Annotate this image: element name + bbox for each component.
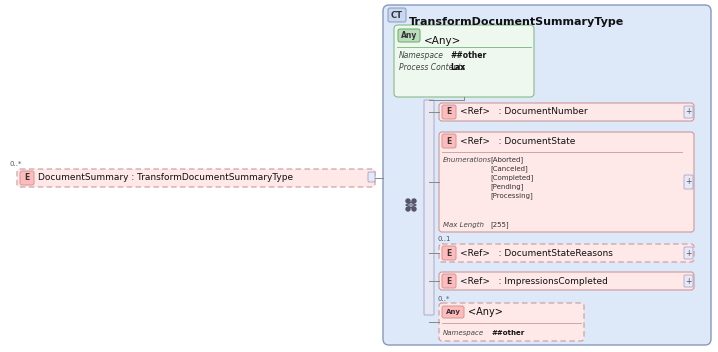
Circle shape — [412, 199, 416, 203]
Text: +: + — [685, 107, 691, 117]
Text: Enumerations: Enumerations — [443, 157, 492, 163]
FancyBboxPatch shape — [368, 172, 375, 182]
Text: 0..1: 0..1 — [437, 236, 450, 242]
Text: <Ref>   : DocumentState: <Ref> : DocumentState — [460, 137, 575, 145]
FancyBboxPatch shape — [442, 105, 456, 119]
FancyBboxPatch shape — [442, 134, 456, 148]
Text: +: + — [685, 277, 691, 285]
FancyBboxPatch shape — [439, 272, 694, 290]
FancyBboxPatch shape — [442, 306, 464, 318]
Text: [255]: [255] — [490, 222, 508, 228]
FancyBboxPatch shape — [424, 100, 434, 315]
FancyBboxPatch shape — [439, 132, 694, 232]
FancyBboxPatch shape — [383, 5, 711, 345]
Text: Any: Any — [445, 309, 460, 315]
Text: <Ref>   : DocumentStateReasons: <Ref> : DocumentStateReasons — [460, 249, 613, 258]
Text: ##other: ##other — [492, 330, 526, 336]
FancyBboxPatch shape — [439, 303, 584, 341]
Text: E: E — [24, 174, 29, 182]
FancyBboxPatch shape — [439, 103, 694, 121]
FancyBboxPatch shape — [684, 247, 693, 259]
FancyBboxPatch shape — [20, 171, 34, 185]
Text: +: + — [685, 177, 691, 187]
FancyBboxPatch shape — [398, 29, 420, 42]
FancyBboxPatch shape — [684, 275, 693, 287]
Circle shape — [406, 207, 410, 211]
FancyBboxPatch shape — [17, 169, 375, 187]
Text: Lax: Lax — [450, 63, 465, 73]
FancyBboxPatch shape — [439, 244, 694, 262]
FancyBboxPatch shape — [394, 25, 534, 97]
Text: TransformDocumentSummaryType: TransformDocumentSummaryType — [409, 17, 624, 27]
Text: DocumentSummary : TransformDocumentSummaryType: DocumentSummary : TransformDocumentSumma… — [38, 174, 293, 182]
FancyBboxPatch shape — [388, 8, 406, 22]
FancyBboxPatch shape — [684, 106, 693, 118]
Text: ##other: ##other — [450, 51, 486, 61]
Circle shape — [406, 199, 410, 203]
Text: <Ref>   : DocumentNumber: <Ref> : DocumentNumber — [460, 107, 587, 117]
Text: <Any>: <Any> — [468, 307, 503, 317]
Text: CT: CT — [391, 11, 403, 19]
Text: [Completed]: [Completed] — [490, 175, 533, 181]
Text: Any: Any — [401, 31, 417, 40]
Text: Namespace: Namespace — [443, 330, 484, 336]
Text: 0..*: 0..* — [10, 161, 22, 167]
Text: <Any>: <Any> — [424, 36, 462, 46]
FancyBboxPatch shape — [442, 274, 456, 288]
Text: E: E — [447, 277, 452, 285]
Text: Max Length: Max Length — [443, 222, 484, 228]
Text: Process Contents: Process Contents — [399, 63, 465, 73]
FancyBboxPatch shape — [684, 175, 693, 189]
FancyBboxPatch shape — [442, 246, 456, 260]
Text: 0..*: 0..* — [437, 296, 449, 302]
Text: E: E — [447, 107, 452, 117]
Text: [Pending]: [Pending] — [490, 184, 523, 190]
Text: E: E — [447, 249, 452, 258]
Circle shape — [412, 207, 416, 211]
Text: E: E — [447, 137, 452, 145]
Text: <Ref>   : ImpressionsCompleted: <Ref> : ImpressionsCompleted — [460, 277, 608, 285]
Text: +: + — [685, 249, 691, 258]
Text: [Processing]: [Processing] — [490, 193, 533, 199]
Text: Namespace: Namespace — [399, 51, 444, 61]
Text: [Canceled]: [Canceled] — [490, 166, 528, 172]
Text: [Aborted]: [Aborted] — [490, 157, 523, 163]
